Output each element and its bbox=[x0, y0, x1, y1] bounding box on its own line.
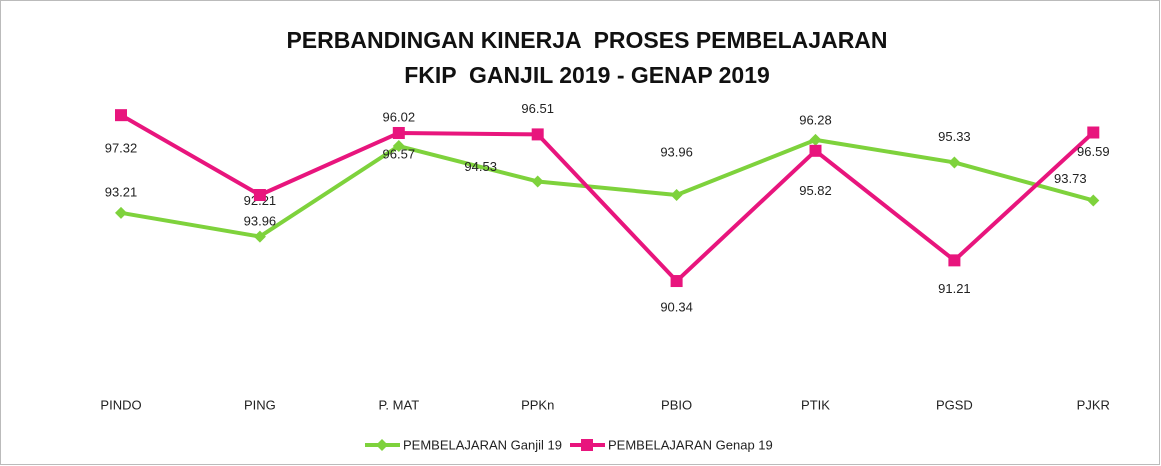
marker bbox=[531, 175, 544, 188]
marker bbox=[948, 254, 961, 267]
data-label: 93.96 bbox=[660, 144, 693, 159]
data-label: 95.33 bbox=[938, 129, 971, 144]
data-label: 90.34 bbox=[660, 299, 693, 314]
marker bbox=[1087, 126, 1100, 139]
data-label: 93.96 bbox=[244, 213, 277, 228]
legend-label: PEMBELAJARAN Ganjil 19 bbox=[403, 437, 562, 452]
marker bbox=[253, 189, 266, 202]
data-label: 93.73 bbox=[1054, 171, 1087, 186]
marker bbox=[809, 133, 822, 146]
x-tick-label: PINDO bbox=[100, 397, 141, 412]
data-label: 96.59 bbox=[1077, 144, 1110, 159]
marker bbox=[1087, 194, 1100, 207]
x-tick-label: PJKR bbox=[1077, 397, 1110, 412]
legend-marker bbox=[376, 439, 388, 451]
data-label: 96.02 bbox=[383, 109, 416, 124]
data-label: 94.53 bbox=[464, 159, 497, 174]
marker bbox=[253, 230, 266, 243]
x-tick-label: P. MAT bbox=[378, 397, 419, 412]
legend-marker bbox=[581, 439, 593, 451]
marker bbox=[115, 206, 127, 219]
series-line bbox=[120, 113, 1095, 284]
data-label: 96.57 bbox=[383, 146, 416, 161]
chart-title: PERBANDINGAN KINERJA PROSES PEMBELAJARAN bbox=[286, 27, 887, 53]
marker bbox=[670, 189, 683, 202]
x-tick-label: PPKn bbox=[521, 397, 554, 412]
marker bbox=[670, 275, 683, 288]
marker bbox=[392, 140, 405, 153]
legend-label: PEMBELAJARAN Genap 19 bbox=[608, 437, 773, 452]
series-line bbox=[120, 137, 1094, 239]
x-tick-label: PTIK bbox=[801, 397, 830, 412]
data-label: 91.21 bbox=[938, 281, 971, 296]
x-tick-label: PING bbox=[244, 397, 276, 412]
chart-subtitle: FKIP GANJIL 2019 - GENAP 2019 bbox=[404, 62, 770, 88]
x-tick-label: PGSD bbox=[936, 397, 973, 412]
data-label: 96.28 bbox=[799, 112, 832, 127]
data-label: 93.21 bbox=[105, 184, 138, 199]
marker bbox=[392, 126, 405, 139]
marker bbox=[809, 144, 822, 157]
marker bbox=[115, 109, 127, 122]
marker bbox=[531, 128, 544, 141]
x-tick-label: PBIO bbox=[661, 397, 692, 412]
data-label: 95.82 bbox=[799, 183, 832, 198]
data-label: 96.51 bbox=[521, 101, 554, 116]
marker bbox=[948, 156, 961, 169]
data-label: 97.32 bbox=[105, 141, 138, 156]
